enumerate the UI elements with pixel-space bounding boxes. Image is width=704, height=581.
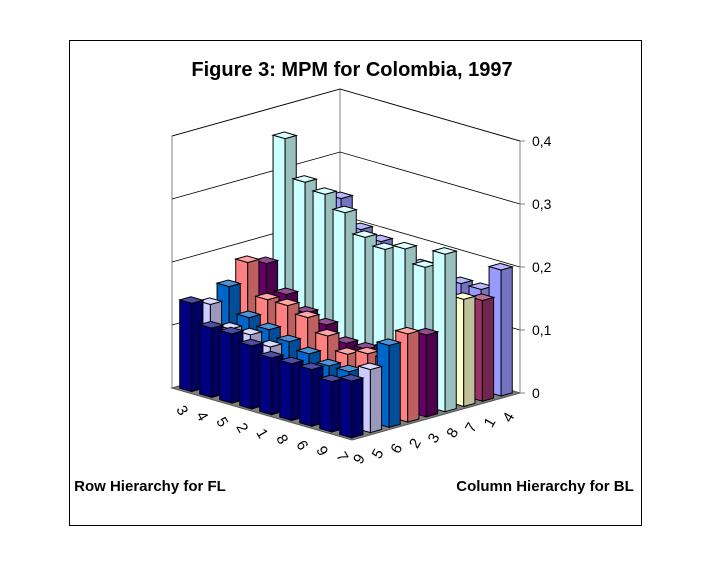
bar-top-face: [235, 310, 263, 319]
row-tick-label: 2: [232, 420, 251, 436]
bar-side-face: [500, 266, 513, 397]
bar-side-face: [388, 341, 401, 429]
bar-top-face: [255, 322, 283, 331]
row-tick-label: 1: [252, 426, 271, 442]
bar-top-face: [315, 358, 343, 367]
column-tick-label: 3: [425, 430, 444, 446]
bar-top-face: [271, 131, 299, 140]
column-axis-title: Column Hierarchy for BL: [456, 478, 634, 495]
row-tick-label: 9: [312, 443, 331, 459]
bar-top-face: [257, 350, 285, 359]
bar-front-face: [219, 329, 233, 404]
bar-top-face: [312, 317, 340, 326]
bar-top-face: [449, 292, 477, 300]
bar-top-face: [313, 328, 341, 337]
column-tick-label: 4: [499, 409, 518, 425]
bar-top-face: [197, 320, 225, 329]
bar-top-face: [291, 175, 319, 183]
bar-top-face: [487, 262, 515, 271]
bar-top-face: [412, 327, 440, 336]
bar-top-face: [215, 279, 243, 288]
bar-side-face: [369, 365, 383, 434]
column-tick-label: 9: [350, 451, 369, 467]
bar-top-face: [295, 346, 323, 355]
bar-top-face: [293, 310, 321, 319]
row-tick-label: 5: [212, 414, 231, 430]
gridline: [171, 151, 521, 205]
bar-top-face: [217, 326, 245, 335]
bar-top-face: [275, 334, 303, 343]
row-tick-label: 4: [192, 409, 211, 425]
bar-side-face: [351, 377, 364, 439]
bar-front-face: [319, 377, 333, 433]
bar-front-face: [339, 376, 353, 439]
bar-top-face: [256, 339, 284, 348]
bar-side-face: [463, 295, 476, 408]
column-tick-label: 6: [387, 441, 406, 457]
bar-front-face: [279, 359, 293, 422]
bar-side-face: [444, 250, 457, 413]
bar-top-face: [292, 305, 320, 314]
bar-front-face: [259, 353, 273, 416]
bar-top-face: [375, 338, 403, 346]
bar-top-face: [277, 356, 305, 365]
bar-front-face: [239, 341, 253, 410]
value-tick-label: 0,2: [532, 259, 552, 275]
bar-top-face: [391, 241, 419, 250]
bar-top-face: [233, 255, 261, 264]
bar-top-face: [273, 298, 301, 307]
bar-side-face: [481, 296, 495, 402]
bar-top-face: [311, 187, 339, 195]
bar-front-face: [299, 365, 313, 427]
bar-side-face: [425, 331, 439, 418]
bar-front-face: [199, 323, 213, 399]
bar-top-face: [236, 327, 264, 336]
row-tick-label: 3: [172, 403, 191, 419]
row-tick-label: 7: [332, 449, 351, 465]
bar-top-face: [351, 230, 379, 238]
bar-top-face: [332, 336, 360, 344]
column-tick-label: 1: [481, 415, 500, 431]
chart-frame: [69, 40, 642, 526]
bar-top-face: [468, 293, 496, 301]
value-tick-label: 0,1: [532, 322, 552, 338]
chart-title: Figure 3: MPM for Colombia, 1997: [191, 59, 513, 81]
bar-top-face: [252, 256, 280, 265]
column-tick-label: 5: [369, 446, 388, 462]
bar-top-face: [356, 362, 384, 371]
column-tick-label: 7: [462, 420, 481, 436]
bar-top-face: [297, 362, 325, 371]
value-tick-label: 0,4: [532, 133, 552, 149]
bar-top-face: [237, 338, 265, 347]
row-axis-title: Row Hierarchy for FL: [74, 478, 226, 495]
bar-top-face: [253, 292, 281, 301]
bar-top-face: [196, 297, 224, 305]
bar-side-face: [407, 330, 420, 423]
gridline: [171, 88, 521, 142]
bar-top-face: [177, 296, 205, 304]
row-tick-label: 8: [272, 432, 291, 448]
bar-top-face: [337, 373, 365, 382]
column-tick-label: 2: [406, 436, 425, 452]
bar-top-face: [431, 247, 459, 255]
bar-top-face: [272, 287, 300, 296]
bar-top-face: [393, 326, 421, 335]
bar-top-face: [216, 322, 244, 330]
row-tick-label: 6: [292, 437, 311, 453]
bar-front-face: [179, 299, 193, 393]
column-tick-label: 8: [443, 425, 462, 441]
value-tick-label: 0: [532, 385, 540, 401]
bar-top-face: [331, 205, 359, 214]
value-tick-label: 0,3: [532, 196, 552, 212]
